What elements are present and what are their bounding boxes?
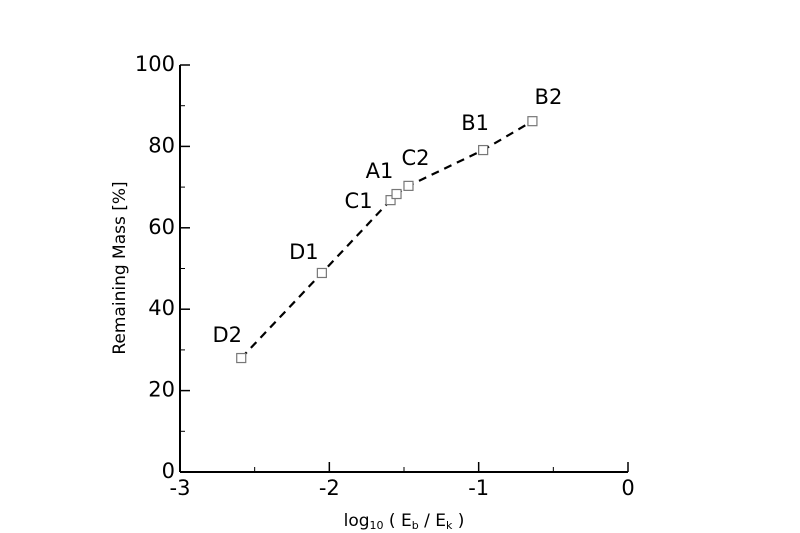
y-axis-label: Remaining Mass [%] bbox=[110, 181, 130, 354]
point-marker bbox=[391, 188, 402, 200]
y-tick-label: 20 bbox=[148, 378, 175, 402]
point-marker bbox=[403, 180, 414, 191]
point-label: A1 bbox=[366, 159, 394, 183]
x-axis-label-part: log bbox=[344, 511, 370, 531]
x-axis-label: log10 ( Eb / Ek ) bbox=[344, 511, 465, 532]
x-tick-label: -3 bbox=[170, 476, 191, 500]
x-axis-label-part: 10 bbox=[370, 519, 384, 532]
point-marker bbox=[385, 195, 396, 206]
y-tick-label: 40 bbox=[148, 296, 175, 320]
x-tick-label: -1 bbox=[468, 476, 489, 500]
x-tick-label: 0 bbox=[621, 476, 634, 500]
x-axis-label-part: / E bbox=[419, 511, 446, 531]
y-tick-label: 0 bbox=[162, 459, 175, 483]
point-label: B1 bbox=[461, 111, 489, 135]
x-axis-label-part: ( E bbox=[384, 511, 412, 531]
point-label: D2 bbox=[212, 323, 242, 347]
x-axis-label-part: b bbox=[412, 519, 419, 532]
series-line bbox=[240, 120, 533, 359]
point-marker bbox=[478, 144, 489, 156]
y-tick-label: 100 bbox=[135, 52, 175, 76]
x-tick-label: -2 bbox=[319, 476, 340, 500]
x-axis-label-part: k bbox=[446, 519, 453, 532]
point-label: D1 bbox=[289, 240, 319, 264]
point-label: C1 bbox=[345, 189, 373, 213]
y-tick-label: 60 bbox=[148, 215, 175, 239]
point-marker bbox=[316, 267, 327, 279]
point-label: B2 bbox=[535, 85, 563, 109]
point-marker bbox=[236, 352, 247, 364]
y-tick-label: 80 bbox=[148, 133, 175, 157]
point-label: C2 bbox=[401, 146, 429, 170]
x-axis-label-part: ) bbox=[452, 511, 464, 531]
point-marker bbox=[527, 116, 538, 127]
